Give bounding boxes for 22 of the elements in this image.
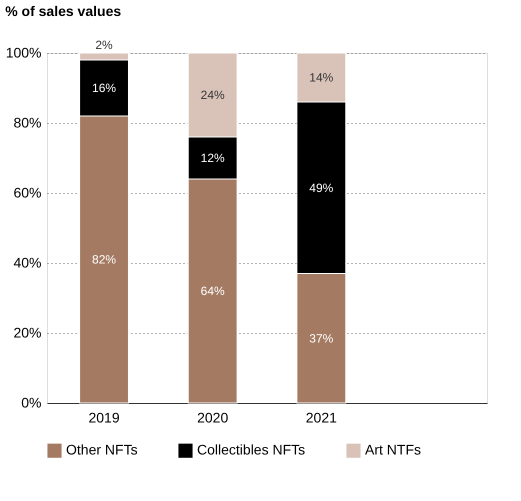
data-label: 24% [200, 88, 226, 102]
data-label: 37% [309, 331, 334, 346]
data-label: 16% [92, 81, 116, 95]
legend-label: Other NFTs [66, 442, 138, 458]
chart-title: % of sales values [5, 3, 122, 19]
data-label: 64% [200, 284, 226, 298]
y-tick-label: 40% [13, 254, 42, 270]
y-tick-label: 0% [21, 394, 42, 410]
x-tick-label: 2021 [306, 410, 338, 426]
x-tick-label: 2020 [197, 410, 228, 426]
legend-label: Collectibles NFTs [197, 442, 306, 458]
y-tick-label: 100% [6, 44, 42, 60]
data-label: 82% [92, 252, 116, 266]
data-label: 12% [200, 151, 226, 165]
data-label: 2% [95, 38, 114, 52]
y-tick-label: 80% [13, 114, 42, 130]
y-tick-label: 60% [13, 184, 42, 200]
legend-label: Art NTFs [365, 442, 421, 458]
x-tick-label: 2019 [88, 410, 120, 426]
y-tick-label: 20% [13, 324, 42, 340]
data-label: 14% [309, 70, 334, 84]
data-label: 49% [309, 180, 334, 195]
